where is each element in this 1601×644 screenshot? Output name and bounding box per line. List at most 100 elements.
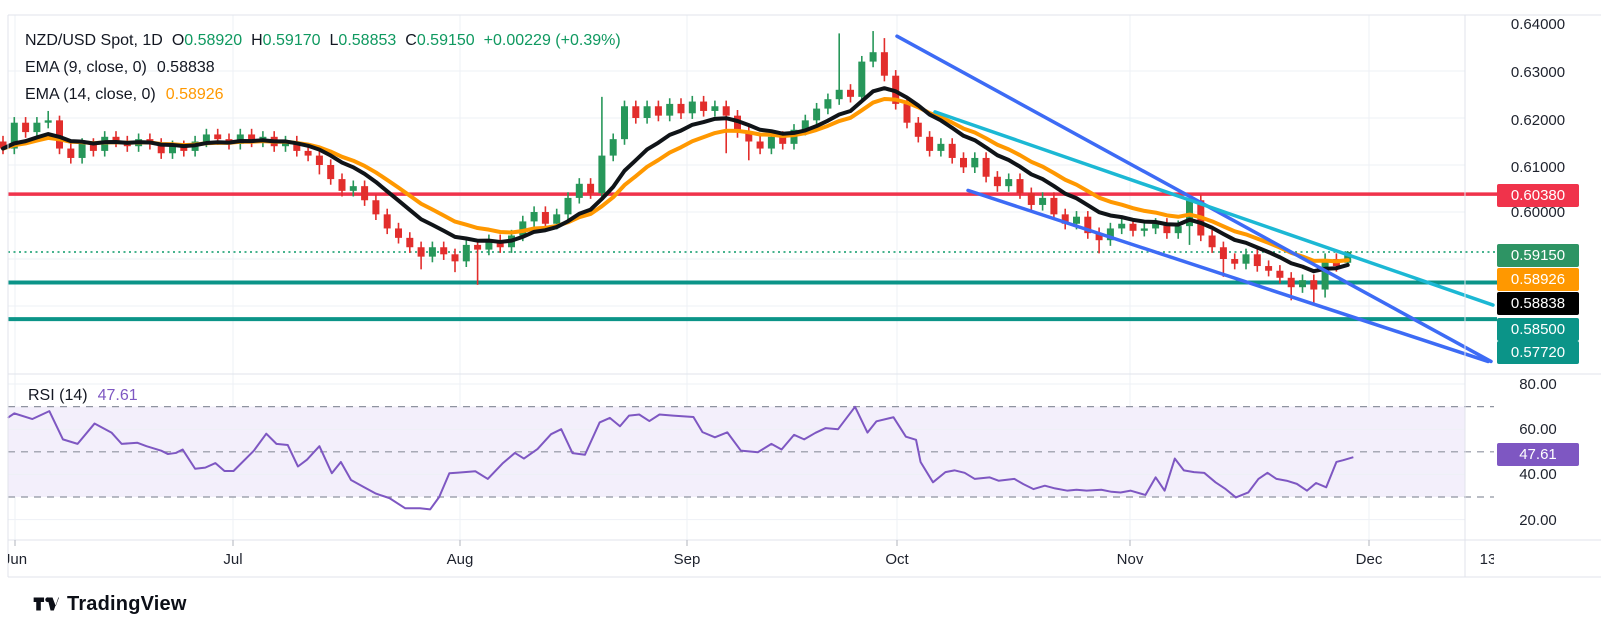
price-badge: 0.57720 (1497, 340, 1579, 364)
price-badge: 0.58926 (1497, 267, 1579, 291)
ema14-label: EMA (14, close, 0) (25, 86, 156, 103)
candle-body (1084, 216, 1092, 234)
candle-body (632, 106, 640, 118)
time-axis-label: Aug (446, 551, 474, 568)
candle-body (982, 157, 990, 177)
candle-body (180, 146, 188, 151)
candle-body (598, 155, 606, 194)
candle-body (1016, 179, 1024, 194)
candle-body (112, 136, 120, 142)
candle-body (1299, 280, 1306, 288)
candle-body (67, 148, 75, 158)
candle-body (1005, 179, 1013, 187)
candle-body (553, 214, 561, 224)
rsi-value: 47.61 (97, 387, 138, 404)
candle-body (169, 146, 176, 154)
candle-body (869, 52, 877, 62)
candle-body (575, 183, 583, 198)
price-scale-tick: 0.63000 (1510, 64, 1566, 81)
candle-body (948, 143, 956, 158)
candle-body (1265, 266, 1273, 271)
candle-body (541, 212, 549, 224)
candle-body (993, 176, 1001, 187)
ema9-line (1, 86, 1350, 274)
tradingview-watermark[interactable]: TradingView (33, 592, 187, 616)
candle-body (304, 150, 312, 156)
time-axis-label: Nov (1116, 551, 1144, 568)
ema14-line (1, 96, 1350, 264)
candle-body (587, 183, 595, 194)
ohlc-key: C (405, 32, 417, 49)
candle-body (372, 200, 380, 215)
candle-body (44, 120, 52, 123)
price-scale-tick: 0.61000 (1510, 159, 1566, 176)
candle-body (293, 141, 301, 151)
candle-body (1253, 254, 1261, 267)
candle-body (78, 143, 86, 158)
rsi-line (6, 405, 1354, 511)
time-axis-label: Oct (885, 551, 909, 568)
candle-body (767, 136, 775, 149)
candle-body (1039, 197, 1047, 205)
rsi-scale-tick: 60.00 (1519, 421, 1557, 438)
rsi-label: RSI (14) (28, 387, 88, 404)
candle-body (428, 247, 436, 257)
candle-body (440, 247, 448, 255)
rsi-value-badge: 47.61 (1497, 442, 1579, 466)
candle-body (1027, 193, 1035, 205)
candle-body (485, 240, 493, 250)
ema9-legend-row[interactable]: EMA (9, close, 0) 0.58838 (25, 54, 621, 81)
candle-body (395, 228, 402, 238)
candle-body (677, 103, 685, 114)
candle-body (609, 139, 617, 156)
change-value: +0.00229 (+0.39%) (483, 32, 621, 49)
ema14-value: 0.58926 (165, 86, 224, 103)
candle-body (1061, 214, 1069, 224)
ohlc-key: L (329, 32, 339, 49)
candle-body (779, 136, 787, 144)
candle-body (745, 132, 753, 142)
candle-body (1208, 235, 1216, 248)
rsi-scale-tick: 80.00 (1519, 376, 1557, 393)
ohlc-key: H (251, 32, 263, 49)
price-scale-tick: 0.64000 (1510, 16, 1566, 33)
symbol-legend[interactable]: NZD/USD Spot, 1D O0.58920 H0.59170 L0.58853… (25, 27, 621, 108)
candle-body (926, 136, 934, 151)
candle-body (10, 122, 18, 149)
candle-body (282, 141, 289, 147)
candle-body (1140, 228, 1148, 231)
rsi-legend-row[interactable]: RSI (14) 47.61 (28, 387, 138, 405)
candle-body (666, 103, 674, 116)
tradingview-logo-text: TradingView (67, 592, 187, 615)
rsi-scale-tick: 20.00 (1519, 512, 1557, 529)
descending-trendline-cyan (933, 110, 1495, 307)
symbol-title: NZD/USD Spot, 1D (25, 32, 163, 49)
candle-body (643, 106, 651, 118)
candle-body (1118, 223, 1126, 229)
candle-body (0, 141, 7, 149)
candle-body (654, 106, 662, 116)
candle-body (1106, 228, 1114, 241)
candle-body (315, 155, 323, 165)
ema14-legend-row[interactable]: EMA (14, close, 0) 0.58926 (25, 81, 621, 108)
candle-body (847, 89, 854, 97)
candle-body (1321, 259, 1329, 290)
candle-body (1095, 233, 1103, 241)
candle-body (835, 89, 843, 100)
price-scale[interactable]: 0.64000 0.63000 0.62000 0.61000 0.60000 0.603… (1465, 0, 1601, 577)
candle-body (451, 254, 459, 262)
candle-body (1152, 223, 1160, 229)
ohlc-value: 0.58853 (338, 32, 397, 49)
candle-body (858, 61, 866, 97)
candle-body (722, 106, 730, 116)
time-axis-label: Jul (223, 551, 243, 568)
time-axis[interactable]: Jun Jul Aug Sep Oct Nov Dec 13 (8, 540, 1494, 577)
candle-body (33, 122, 41, 133)
candle-body (564, 197, 572, 215)
candle-body (813, 108, 821, 121)
price-scale-tick: 0.62000 (1510, 112, 1566, 129)
candle-body (214, 134, 222, 140)
candle-body (383, 214, 391, 229)
